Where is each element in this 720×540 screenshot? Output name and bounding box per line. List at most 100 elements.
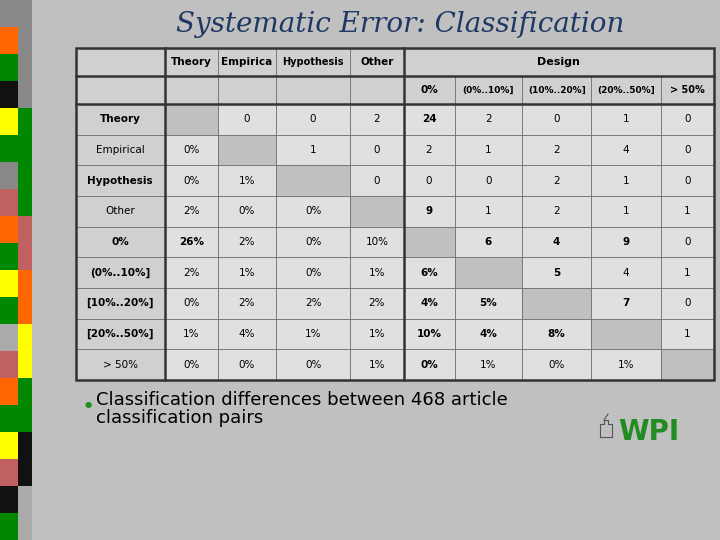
Bar (661, 349, 714, 380)
Bar (591, 258, 661, 288)
Bar (454, 288, 522, 319)
Text: 5: 5 (553, 268, 560, 278)
Text: 6: 6 (485, 237, 492, 247)
Bar (165, 76, 217, 104)
Bar (403, 227, 454, 258)
Bar (403, 76, 454, 104)
Bar (18, 270, 32, 324)
Text: 1: 1 (623, 114, 629, 124)
Text: (0%..10%]: (0%..10%] (90, 267, 150, 278)
Bar (0, 243, 18, 270)
Bar (0, 135, 18, 162)
Bar (351, 134, 403, 165)
Text: 0%: 0% (183, 298, 199, 308)
Text: 2%: 2% (183, 206, 199, 217)
Bar (351, 319, 403, 349)
Bar (661, 227, 714, 258)
Bar (403, 319, 454, 349)
Bar (165, 288, 217, 319)
Bar (217, 196, 276, 227)
Text: Empirica: Empirica (221, 57, 272, 67)
Bar (0, 513, 18, 540)
Bar (76, 165, 165, 196)
Bar (0, 81, 18, 108)
Text: classification pairs: classification pairs (96, 409, 264, 427)
Bar (0, 162, 18, 189)
Text: 0: 0 (310, 114, 316, 124)
Bar (351, 258, 403, 288)
Text: 1: 1 (485, 145, 492, 155)
Bar (522, 76, 591, 104)
Bar (351, 104, 403, 134)
Bar (76, 76, 165, 104)
Text: 0%: 0% (112, 237, 129, 247)
Bar (454, 319, 522, 349)
Text: 0%: 0% (183, 176, 199, 186)
Text: 2: 2 (553, 176, 560, 186)
Bar (76, 227, 165, 258)
Text: 4%: 4% (238, 329, 255, 339)
Bar (522, 196, 591, 227)
Bar (454, 349, 522, 380)
Bar (522, 349, 591, 380)
Text: 0%: 0% (183, 360, 199, 370)
Text: 0: 0 (426, 176, 432, 186)
Text: (10%..20%]: (10%..20%] (528, 85, 585, 94)
Bar (661, 319, 714, 349)
Text: Hypothesis: Hypothesis (88, 176, 153, 186)
Bar (217, 258, 276, 288)
Bar (591, 134, 661, 165)
Bar (165, 196, 217, 227)
Text: 1%: 1% (238, 268, 255, 278)
Bar (217, 134, 276, 165)
Bar (403, 288, 454, 319)
Text: 1%: 1% (369, 329, 385, 339)
Bar (76, 48, 714, 380)
Text: 10%: 10% (366, 237, 388, 247)
Text: 0: 0 (684, 176, 690, 186)
Bar (76, 196, 165, 227)
Bar (454, 258, 522, 288)
Text: 6%: 6% (420, 268, 438, 278)
Bar (0, 324, 18, 351)
Text: Other: Other (360, 57, 394, 67)
Text: 1%: 1% (369, 268, 385, 278)
Bar (0, 432, 18, 459)
Bar (276, 165, 351, 196)
Text: (20%..50%]: (20%..50%] (597, 85, 655, 94)
Text: 0%: 0% (305, 268, 321, 278)
Bar (76, 134, 165, 165)
Text: 0%: 0% (420, 85, 438, 95)
Bar (591, 227, 661, 258)
Text: 9: 9 (623, 237, 630, 247)
Bar (403, 134, 454, 165)
Bar (661, 134, 714, 165)
Text: WPI: WPI (618, 418, 679, 446)
Bar (18, 324, 32, 378)
Text: 4: 4 (623, 145, 629, 155)
Bar (165, 349, 217, 380)
Text: 0: 0 (554, 114, 560, 124)
Bar (351, 76, 403, 104)
Bar (403, 349, 454, 380)
Bar (165, 165, 217, 196)
Text: 0: 0 (485, 176, 492, 186)
Bar (165, 104, 217, 134)
Bar (18, 54, 32, 108)
Text: 0%: 0% (305, 360, 321, 370)
Text: 9: 9 (426, 206, 433, 217)
Bar (522, 227, 591, 258)
Bar (351, 349, 403, 380)
Bar (276, 134, 351, 165)
Text: 2%: 2% (238, 298, 255, 308)
Text: 2%: 2% (183, 268, 199, 278)
Bar (0, 405, 18, 432)
Bar (18, 108, 32, 162)
Text: 0%: 0% (238, 360, 255, 370)
Text: 4: 4 (623, 268, 629, 278)
Text: 4: 4 (553, 237, 560, 247)
Bar (0, 54, 18, 81)
Bar (18, 432, 32, 486)
Text: 2: 2 (553, 206, 560, 217)
Bar (18, 216, 32, 270)
